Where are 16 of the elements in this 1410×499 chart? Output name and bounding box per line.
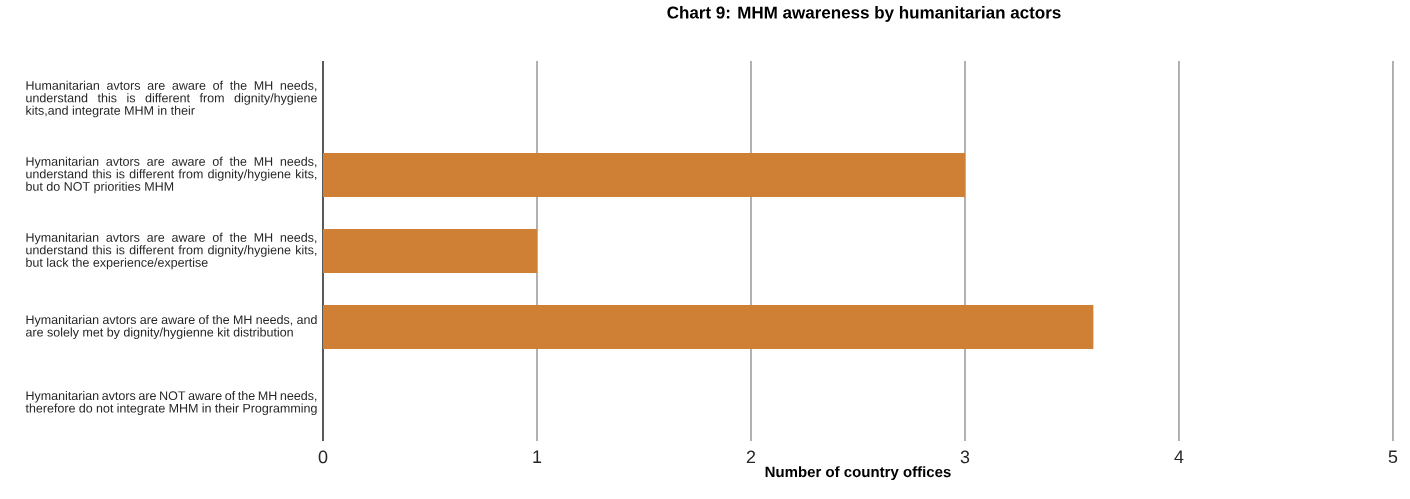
bar — [323, 304, 1094, 350]
y-tick-label: Hymanitarian avtors are aware of the MH needs, understand this is different from dignity/hygiene kits, but lack the experience/expertise — [26, 232, 317, 270]
y-tick-label: Hymanitarian avtors are aware of the MH needs, understand this is different from dignity/hygiene kits, but do NOT priorities MHM — [26, 156, 317, 194]
x-tick-label: 3 — [960, 450, 970, 464]
bar — [323, 152, 965, 198]
x-axis-title: Number of country offices — [765, 466, 951, 481]
y-tick-label: Hymanitarian avtors are aware of the MH needs, and are solely met by dignity/hygienne kit distribution — [26, 314, 317, 340]
x-tick-label: 5 — [1388, 450, 1398, 464]
bar — [323, 228, 537, 274]
x-tick-label: 2 — [746, 450, 756, 464]
x-tick-label: 0 — [318, 450, 328, 464]
y-tick-label: Humanitarian avtors are aware of the MH needs, understand this is different from dignity/hygiene kits,and integrate MHM in their — [26, 80, 317, 118]
chart-title: Chart 9: MHM awareness by humanitarian actors — [667, 6, 1061, 22]
x-tick-label: 1 — [533, 450, 542, 463]
x-tick-label: 4 — [1174, 450, 1184, 463]
y-tick-label: Hymanitarian avtors are NOT aware of the MH needs, therefore do not integrate MHM in their Programming — [25, 390, 317, 416]
